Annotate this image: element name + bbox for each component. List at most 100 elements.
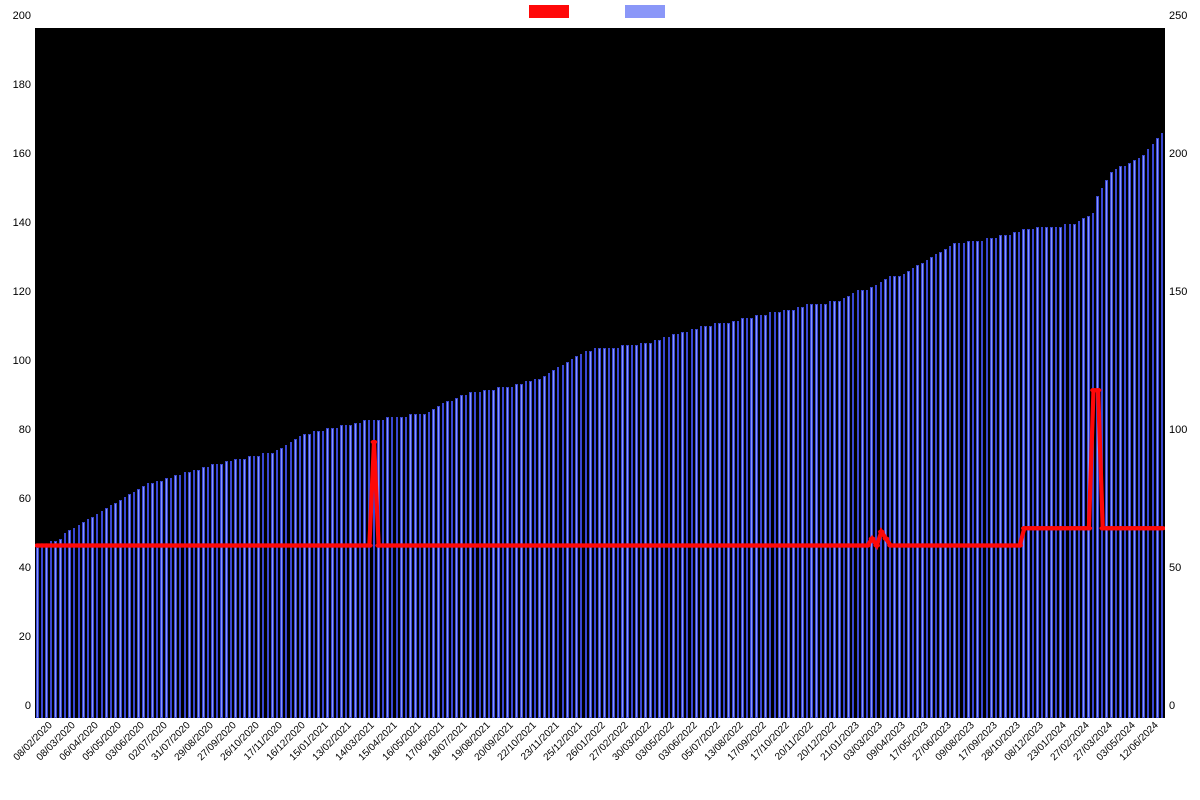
bar <box>880 282 883 718</box>
bar <box>1013 232 1016 718</box>
y-right-tick: 150 <box>1165 286 1200 298</box>
bar <box>73 528 76 718</box>
bar <box>91 517 94 718</box>
bar <box>857 290 860 718</box>
bar <box>750 318 753 718</box>
plot-background <box>35 28 1165 718</box>
bar <box>700 326 703 718</box>
bar <box>68 530 71 718</box>
bar <box>382 420 385 718</box>
bar <box>1133 160 1136 718</box>
bar <box>548 373 551 718</box>
bar <box>1027 229 1030 718</box>
y-left-tick: 200 <box>0 10 35 22</box>
bar <box>59 539 62 718</box>
bar <box>1036 227 1039 718</box>
bar <box>598 348 601 718</box>
bar <box>589 351 592 718</box>
bar <box>225 461 228 718</box>
bar <box>1045 227 1048 718</box>
bar <box>695 329 698 718</box>
bar <box>128 494 131 718</box>
bar <box>156 481 159 718</box>
bar <box>354 423 357 718</box>
y-right-tick: 200 <box>1165 148 1200 160</box>
bar <box>1147 149 1150 718</box>
bar <box>294 439 297 718</box>
bar <box>824 304 827 718</box>
bar <box>460 395 463 718</box>
bar <box>649 343 652 718</box>
y-left-tick: 60 <box>0 493 35 505</box>
bar <box>455 398 458 718</box>
bar <box>276 450 279 718</box>
bar <box>174 475 177 718</box>
bar <box>677 334 680 718</box>
bar <box>386 417 389 718</box>
bar <box>520 384 523 718</box>
bar <box>257 456 260 718</box>
bar <box>727 323 730 718</box>
bar <box>612 348 615 718</box>
bar <box>644 343 647 718</box>
bar <box>349 425 352 718</box>
bar <box>631 345 634 718</box>
bar <box>843 298 846 718</box>
bar <box>543 376 546 718</box>
y-left-tick: 0 <box>0 700 35 712</box>
bar <box>723 323 726 718</box>
bar <box>391 417 394 718</box>
bar <box>737 321 740 718</box>
bar <box>760 315 763 718</box>
bar <box>110 505 113 718</box>
bar <box>45 544 48 718</box>
bar <box>930 257 933 718</box>
bar <box>368 420 371 718</box>
bar <box>1092 213 1095 718</box>
bar <box>944 249 947 718</box>
bar <box>160 481 163 718</box>
bar <box>262 453 265 718</box>
bar <box>184 472 187 718</box>
bar <box>419 414 422 718</box>
bar <box>718 323 721 718</box>
bar <box>465 395 468 718</box>
bar <box>926 260 929 718</box>
bar <box>280 448 283 718</box>
bar <box>838 301 841 718</box>
bar <box>1009 235 1012 718</box>
bar <box>220 464 223 718</box>
bar-slot <box>1160 28 1165 718</box>
y-left-tick: 140 <box>0 217 35 229</box>
bar <box>230 461 233 718</box>
bar <box>124 497 127 718</box>
bar <box>1064 224 1067 718</box>
bar <box>243 459 246 718</box>
bar <box>833 301 836 718</box>
bar <box>916 265 919 718</box>
bar <box>1138 158 1141 718</box>
legend-swatch-blue <box>625 5 665 18</box>
legend-item-series2 <box>625 5 671 18</box>
plot-area <box>35 28 1165 718</box>
bar <box>483 390 486 718</box>
bar <box>658 340 661 718</box>
bar <box>806 304 809 718</box>
bar <box>253 456 256 718</box>
bar <box>409 414 412 718</box>
bar <box>668 337 671 718</box>
bar <box>165 478 168 718</box>
bar <box>1041 227 1044 718</box>
bar <box>1073 224 1076 718</box>
bar <box>202 467 205 718</box>
bar <box>990 238 993 718</box>
bar <box>151 483 154 718</box>
bar <box>170 478 173 718</box>
bar <box>557 367 560 718</box>
bar <box>847 296 850 718</box>
bar <box>1142 155 1145 718</box>
bar <box>912 268 915 718</box>
y-left-tick: 40 <box>0 562 35 574</box>
bar <box>1115 169 1118 718</box>
bar <box>405 417 408 718</box>
